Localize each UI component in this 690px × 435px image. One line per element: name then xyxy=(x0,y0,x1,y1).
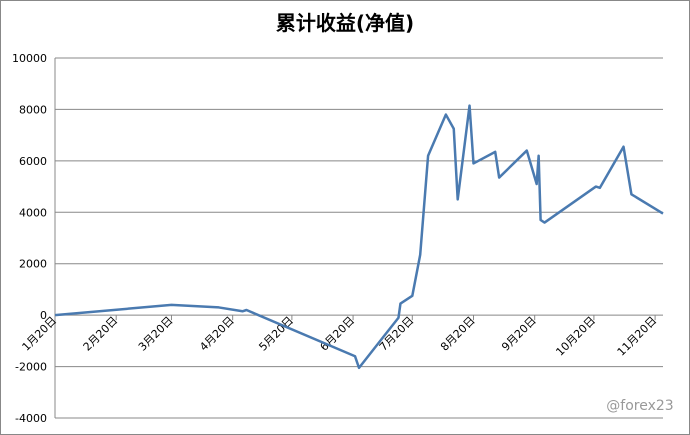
y-tick-label: 2000 xyxy=(19,258,47,271)
chart-title: 累计收益(净值) xyxy=(276,11,414,35)
y-tick-label: 6000 xyxy=(19,155,47,168)
y-tick-label: 0 xyxy=(40,309,47,322)
watermark: @forex23 xyxy=(606,398,673,414)
y-tick-label: 8000 xyxy=(19,103,47,116)
y-tick-label: 10000 xyxy=(12,52,47,65)
y-tick-label: -2000 xyxy=(15,361,47,374)
y-tick-label: -4000 xyxy=(15,412,47,425)
data-line xyxy=(54,104,664,370)
y-tick-label: 4000 xyxy=(19,206,47,219)
